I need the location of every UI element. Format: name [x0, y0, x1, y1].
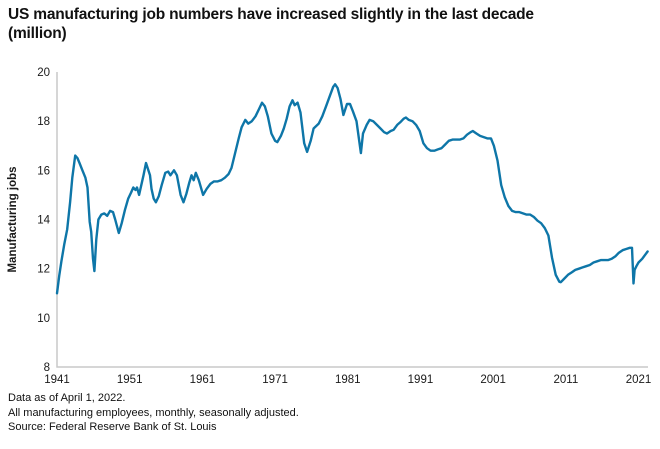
x-tick-label-2021: 2021: [626, 374, 652, 386]
page-title: US manufacturing job numbers have increa…: [8, 5, 652, 43]
x-tick-label-1941: 1941: [44, 374, 70, 386]
footnote-data-as-of: Data as of April 1, 2022.: [8, 392, 126, 404]
x-tick-label-1951: 1951: [117, 374, 143, 386]
x-tick-label-1991: 1991: [408, 374, 434, 386]
y-axis-label: Manufacturing jobs: [7, 166, 19, 272]
x-tick-label-1971: 1971: [262, 374, 288, 386]
footnote-series-description: All manufacturing employees, monthly, se…: [8, 406, 299, 419]
y-tick-label-10: 10: [37, 313, 50, 325]
y-tick-label-14: 14: [37, 215, 50, 227]
data-line-series-0: [55, 83, 649, 295]
y-tick-label-20: 20: [37, 67, 50, 79]
y-tick-label-8: 8: [44, 362, 50, 374]
axis-lines: [56, 72, 648, 368]
footnote-source: Source: Federal Reserve Bank of St. Loui…: [8, 421, 217, 433]
title-line-1: US manufacturing job numbers have increa…: [8, 6, 534, 23]
title-line-2: (million): [8, 25, 67, 42]
y-tick-label-18: 18: [37, 116, 50, 128]
y-tick-label-16: 16: [37, 165, 50, 177]
x-tick-label-2001: 2001: [480, 374, 506, 386]
x-tick-label-2011: 2011: [553, 374, 578, 386]
footnotes: Data as of April 1, 2022. All manufactur…: [8, 391, 648, 435]
y-tick-label-12: 12: [37, 264, 50, 276]
x-tick-label-1961: 1961: [190, 374, 216, 386]
x-tick-label-1981: 1981: [335, 374, 361, 386]
